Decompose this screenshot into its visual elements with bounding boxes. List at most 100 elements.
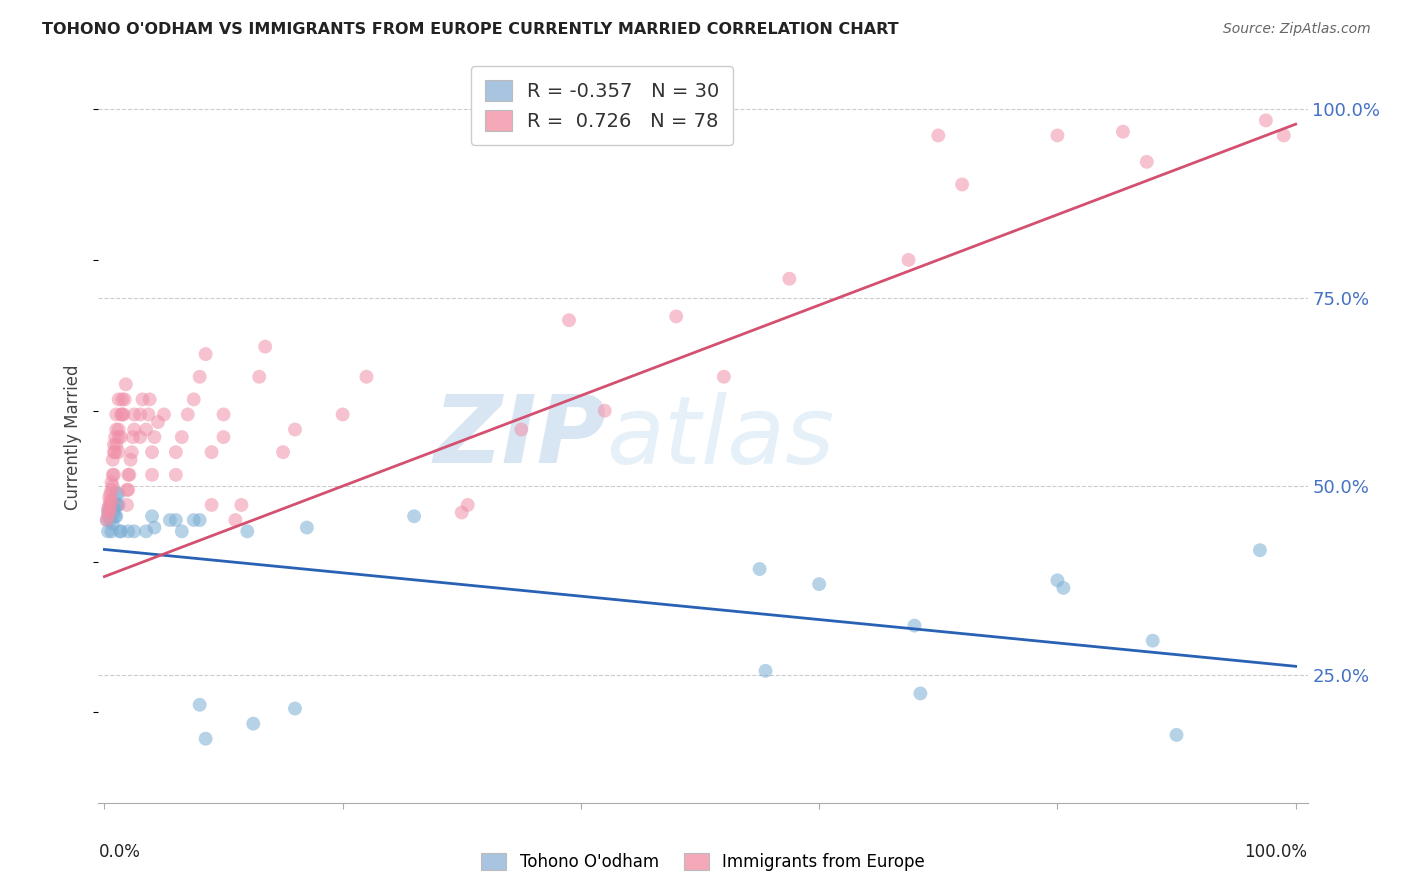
- Point: [170, 524, 193, 539]
- Point: [138, 408, 160, 422]
- Point: [141, 509, 163, 524]
- Point: [1166, 728, 1188, 742]
- Point: [104, 430, 127, 444]
- Point: [97, 506, 120, 520]
- Point: [97, 509, 120, 524]
- Point: [188, 369, 211, 384]
- Point: [122, 524, 145, 539]
- Point: [112, 408, 135, 422]
- Point: [105, 498, 128, 512]
- Point: [96, 513, 118, 527]
- Point: [107, 430, 129, 444]
- Point: [103, 445, 125, 459]
- Point: [224, 513, 246, 527]
- Point: [143, 520, 166, 534]
- Point: [105, 486, 128, 500]
- Point: [114, 392, 136, 407]
- Point: [98, 494, 121, 508]
- Point: [284, 423, 307, 437]
- Point: [808, 577, 831, 591]
- Point: [129, 408, 152, 422]
- Point: [100, 494, 122, 508]
- Point: [101, 467, 124, 482]
- Point: [404, 509, 426, 524]
- Point: [332, 408, 354, 422]
- Point: [104, 509, 127, 524]
- Point: [98, 486, 121, 500]
- Point: [903, 618, 925, 632]
- Point: [450, 506, 472, 520]
- Point: [97, 524, 120, 539]
- Point: [593, 403, 616, 417]
- Point: [1249, 543, 1271, 558]
- Point: [122, 430, 145, 444]
- Text: TOHONO O'ODHAM VS IMMIGRANTS FROM EUROPE CURRENTLY MARRIED CORRELATION CHART: TOHONO O'ODHAM VS IMMIGRANTS FROM EUROPE…: [42, 22, 898, 37]
- Point: [98, 506, 121, 520]
- Point: [122, 408, 145, 422]
- Point: [117, 524, 139, 539]
- Point: [104, 445, 127, 459]
- Text: atlas: atlas: [606, 392, 835, 483]
- Point: [131, 392, 153, 407]
- Point: [748, 562, 770, 576]
- Point: [114, 377, 136, 392]
- Point: [111, 408, 134, 422]
- Point: [105, 509, 128, 524]
- Point: [103, 506, 125, 520]
- Text: 0.0%: 0.0%: [98, 843, 141, 861]
- Point: [194, 347, 217, 361]
- Point: [101, 516, 124, 531]
- Point: [105, 423, 128, 437]
- Point: [713, 369, 735, 384]
- Point: [1046, 574, 1069, 588]
- Point: [107, 498, 129, 512]
- Point: [117, 467, 139, 482]
- Point: [295, 520, 318, 534]
- Point: [665, 310, 688, 324]
- Point: [100, 483, 122, 497]
- Point: [188, 513, 211, 527]
- Point: [118, 467, 141, 482]
- Point: [146, 415, 169, 429]
- Point: [754, 664, 776, 678]
- Point: [103, 467, 125, 482]
- Point: [98, 513, 121, 527]
- Point: [121, 445, 143, 459]
- Point: [212, 408, 235, 422]
- Point: [100, 524, 122, 539]
- Text: Source: ZipAtlas.com: Source: ZipAtlas.com: [1223, 22, 1371, 37]
- Point: [120, 452, 142, 467]
- Point: [110, 524, 132, 539]
- Point: [107, 423, 129, 437]
- Point: [98, 491, 121, 505]
- Point: [284, 701, 307, 715]
- Point: [105, 408, 128, 422]
- Point: [242, 716, 264, 731]
- Point: [129, 430, 152, 444]
- Point: [122, 423, 145, 437]
- Point: [96, 513, 118, 527]
- Point: [1112, 125, 1135, 139]
- Point: [107, 498, 129, 512]
- Point: [165, 467, 187, 482]
- Point: [135, 423, 157, 437]
- Point: [200, 445, 222, 459]
- Point: [107, 486, 129, 500]
- Point: [165, 445, 187, 459]
- Point: [778, 271, 800, 285]
- Point: [98, 501, 121, 516]
- Point: [231, 498, 253, 512]
- Text: 100.0%: 100.0%: [1244, 843, 1308, 861]
- Point: [1046, 128, 1069, 143]
- Point: [153, 408, 176, 422]
- Point: [141, 445, 163, 459]
- Point: [1272, 128, 1295, 143]
- Point: [194, 731, 217, 746]
- Point: [950, 178, 973, 192]
- Point: [103, 501, 125, 516]
- Point: [510, 423, 533, 437]
- Point: [103, 437, 125, 451]
- Legend: R = -0.357   N = 30, R =  0.726   N = 78: R = -0.357 N = 30, R = 0.726 N = 78: [471, 66, 733, 145]
- Point: [356, 369, 378, 384]
- Point: [101, 452, 124, 467]
